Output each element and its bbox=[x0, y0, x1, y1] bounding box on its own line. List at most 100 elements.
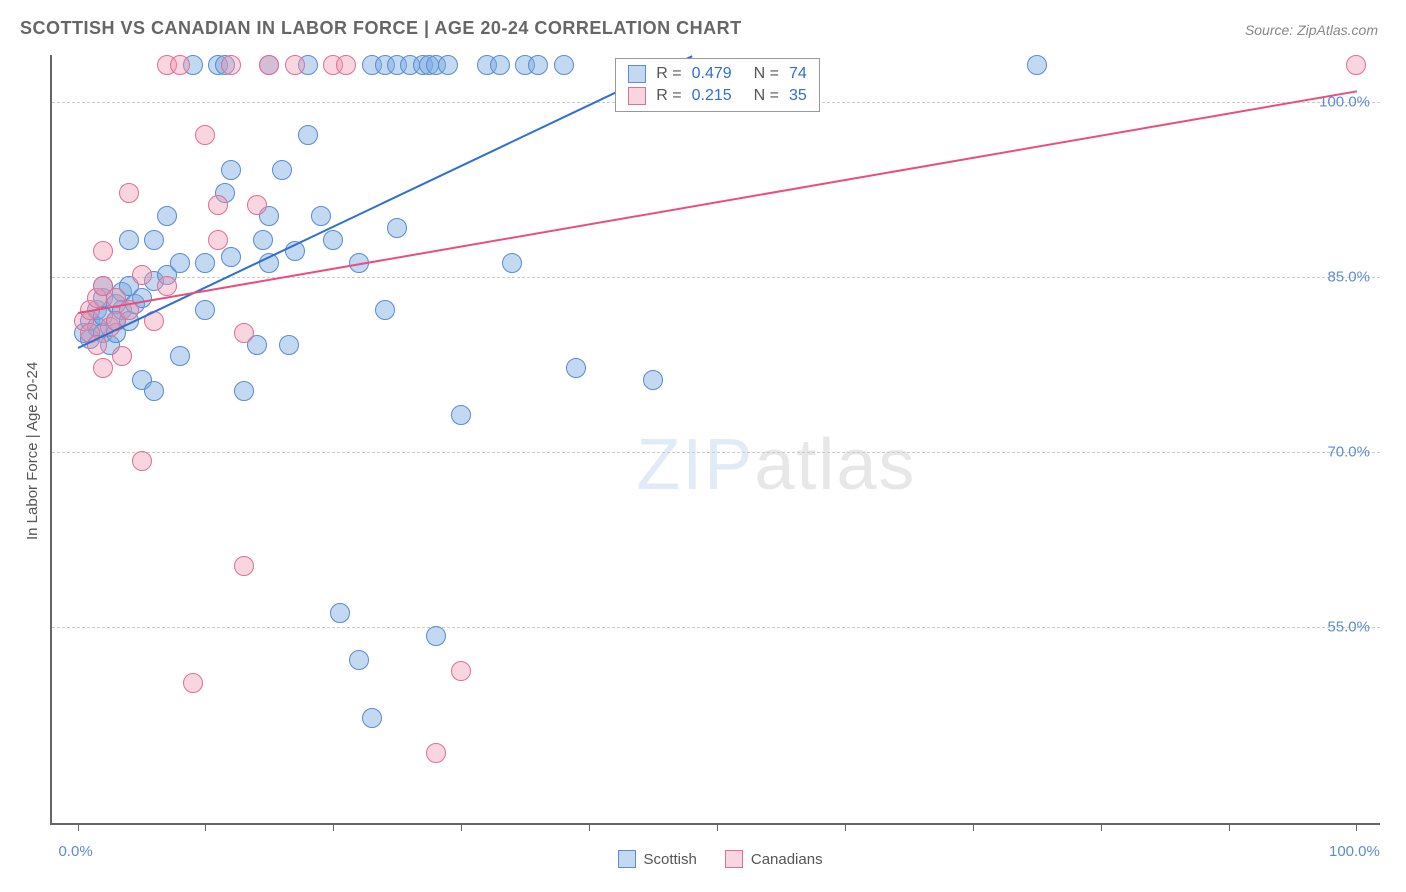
data-point bbox=[170, 253, 190, 273]
data-point bbox=[528, 55, 548, 75]
data-point bbox=[349, 650, 369, 670]
data-point bbox=[247, 195, 267, 215]
x-tick bbox=[973, 823, 974, 831]
data-point bbox=[221, 160, 241, 180]
legend-swatch bbox=[628, 65, 646, 83]
legend-swatch bbox=[618, 850, 636, 868]
x-tick bbox=[845, 823, 846, 831]
x-tick-label: 0.0% bbox=[58, 843, 92, 860]
data-point bbox=[119, 183, 139, 203]
watermark: ZIPatlas bbox=[636, 424, 916, 506]
trend-line bbox=[77, 90, 1356, 314]
gridline-h bbox=[52, 277, 1380, 278]
x-tick bbox=[717, 823, 718, 831]
stat-r-label: R = bbox=[656, 87, 681, 105]
x-tick bbox=[205, 823, 206, 831]
data-point bbox=[195, 300, 215, 320]
x-tick bbox=[78, 823, 79, 831]
legend-stat-row: R = 0.479 N = 74 bbox=[616, 63, 818, 85]
data-point bbox=[502, 253, 522, 273]
stat-n-value: 74 bbox=[789, 65, 807, 83]
x-tick bbox=[589, 823, 590, 831]
data-point bbox=[387, 218, 407, 238]
data-point bbox=[208, 230, 228, 250]
data-point bbox=[330, 603, 350, 623]
plot-area: ZIPatlas 55.0%70.0%85.0%100.0% bbox=[50, 55, 1380, 825]
data-point bbox=[336, 55, 356, 75]
data-point bbox=[451, 405, 471, 425]
y-tick-label: 55.0% bbox=[1327, 618, 1370, 635]
legend-swatch bbox=[628, 87, 646, 105]
data-point bbox=[144, 381, 164, 401]
data-point bbox=[426, 743, 446, 763]
data-point bbox=[195, 253, 215, 273]
data-point bbox=[259, 55, 279, 75]
stat-r-value: 0.215 bbox=[692, 87, 744, 105]
data-point bbox=[170, 55, 190, 75]
data-point bbox=[311, 206, 331, 226]
legend-stat-row: R = 0.215 N = 35 bbox=[616, 85, 818, 107]
data-point bbox=[132, 451, 152, 471]
data-point bbox=[234, 323, 254, 343]
data-point bbox=[119, 230, 139, 250]
data-point bbox=[157, 206, 177, 226]
legend-item: Scottish bbox=[618, 850, 697, 868]
stat-n-value: 35 bbox=[789, 87, 807, 105]
data-point bbox=[170, 346, 190, 366]
data-point bbox=[221, 55, 241, 75]
data-point bbox=[221, 247, 241, 267]
series-legend: Scottish Canadians bbox=[618, 850, 823, 868]
data-point bbox=[183, 673, 203, 693]
data-point bbox=[643, 370, 663, 390]
data-point bbox=[253, 230, 273, 250]
data-point bbox=[566, 358, 586, 378]
data-point bbox=[144, 230, 164, 250]
data-point bbox=[554, 55, 574, 75]
data-point bbox=[438, 55, 458, 75]
stat-n-label: N = bbox=[754, 87, 779, 105]
chart-container: SCOTTISH VS CANADIAN IN LABOR FORCE | AG… bbox=[0, 0, 1406, 892]
x-tick bbox=[1229, 823, 1230, 831]
data-point bbox=[1027, 55, 1047, 75]
gridline-h bbox=[52, 627, 1380, 628]
y-tick-label: 70.0% bbox=[1327, 443, 1370, 460]
legend-swatch bbox=[725, 850, 743, 868]
data-point bbox=[451, 661, 471, 681]
stat-n-label: N = bbox=[754, 65, 779, 83]
chart-title: SCOTTISH VS CANADIAN IN LABOR FORCE | AG… bbox=[20, 18, 742, 39]
legend-label: Canadians bbox=[751, 851, 823, 868]
x-tick-label: 100.0% bbox=[1329, 843, 1380, 860]
data-point bbox=[195, 125, 215, 145]
data-point bbox=[93, 358, 113, 378]
data-point bbox=[323, 230, 343, 250]
x-tick bbox=[1356, 823, 1357, 831]
data-point bbox=[234, 556, 254, 576]
x-tick bbox=[1101, 823, 1102, 831]
data-point bbox=[279, 335, 299, 355]
data-point bbox=[234, 381, 254, 401]
legend-label: Scottish bbox=[644, 851, 697, 868]
data-point bbox=[490, 55, 510, 75]
data-point bbox=[362, 708, 382, 728]
data-point bbox=[375, 300, 395, 320]
y-tick-label: 85.0% bbox=[1327, 268, 1370, 285]
data-point bbox=[298, 125, 318, 145]
data-point bbox=[93, 241, 113, 261]
correlation-legend: R = 0.479 N = 74 R = 0.215 N = 35 bbox=[615, 58, 819, 112]
data-point bbox=[157, 276, 177, 296]
gridline-h bbox=[52, 452, 1380, 453]
stat-r-value: 0.479 bbox=[692, 65, 744, 83]
x-tick bbox=[461, 823, 462, 831]
data-point bbox=[132, 265, 152, 285]
data-point bbox=[426, 626, 446, 646]
data-point bbox=[272, 160, 292, 180]
data-point bbox=[112, 346, 132, 366]
y-axis-label: In Labor Force | Age 20-24 bbox=[24, 362, 41, 540]
legend-item: Canadians bbox=[725, 850, 823, 868]
source-label: Source: ZipAtlas.com bbox=[1245, 22, 1378, 38]
x-tick bbox=[333, 823, 334, 831]
data-point bbox=[1346, 55, 1366, 75]
data-point bbox=[208, 195, 228, 215]
stat-r-label: R = bbox=[656, 65, 681, 83]
data-point bbox=[285, 55, 305, 75]
